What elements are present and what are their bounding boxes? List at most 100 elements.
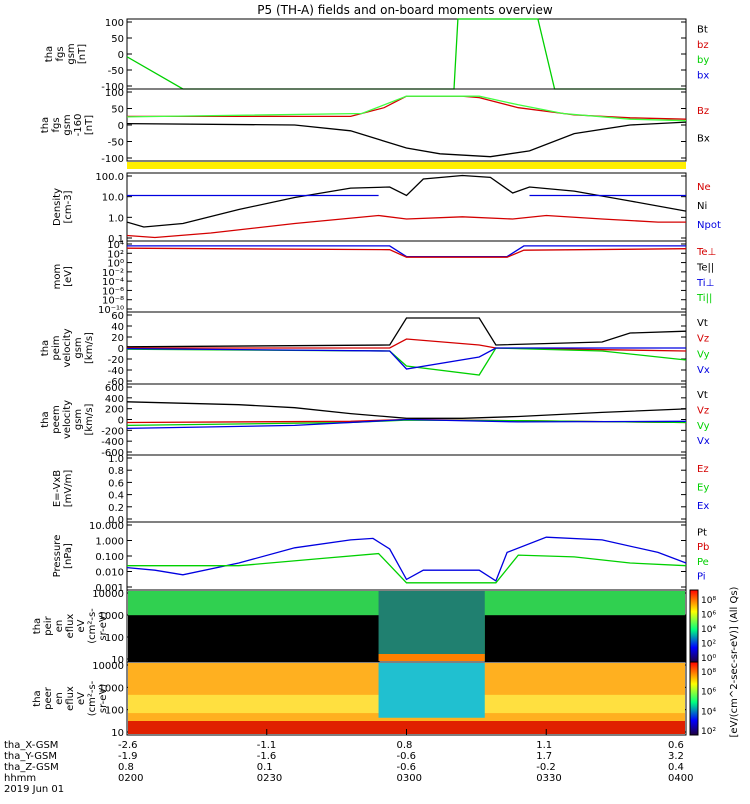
colorbar-tick-1-4: 10⁰ bbox=[701, 654, 716, 664]
ytick-label-6-2: 200 bbox=[105, 405, 124, 416]
xaxis-value-2-3: -0.2 bbox=[536, 762, 556, 773]
ytick-label-5-1: 40 bbox=[111, 322, 124, 333]
ylabel-4-1: [eV] bbox=[63, 266, 74, 287]
ylabel-2-0: tha bbox=[40, 117, 51, 133]
colorbar-2 bbox=[689, 661, 699, 736]
ytick-label-10-1: 1000 bbox=[99, 683, 124, 694]
ytick-label-7-2: 0.6 bbox=[108, 478, 124, 489]
legend-7-Ez: Ez bbox=[697, 464, 709, 475]
colorbar-tick-1-2: 10⁴ bbox=[701, 625, 716, 635]
legend-3-Ne: Ne bbox=[697, 182, 711, 193]
ytick-label-6-5: -400 bbox=[101, 437, 124, 448]
ytick-label-5-5: -40 bbox=[108, 366, 124, 377]
series-6-Vx-3 bbox=[126, 418, 687, 430]
ytick-label-4-6: 10⁻⁸ bbox=[102, 296, 124, 307]
ylabel-3-1: [cm-3] bbox=[63, 190, 74, 223]
panel-frame-7 bbox=[126, 454, 687, 523]
series-4-Ti-0 bbox=[127, 245, 686, 258]
ytick-label-8-1: 1.000 bbox=[95, 537, 124, 548]
ytick-label-1-0: 100 bbox=[105, 18, 124, 29]
ylabel-5-0: tha bbox=[40, 340, 51, 356]
ylabel-1-1: fgs bbox=[55, 46, 66, 61]
ylabel-7-1: [mV/m] bbox=[63, 470, 74, 508]
legend-5-Vx: Vx bbox=[697, 365, 710, 376]
panel-frame-2 bbox=[126, 88, 687, 162]
ytick-label-4-7: 10⁻¹⁰ bbox=[98, 305, 124, 316]
ytick-label-9-3: 10 bbox=[111, 655, 124, 666]
legend-2-Bz: Bz bbox=[697, 106, 709, 117]
ytick-label-6-4: -200 bbox=[101, 426, 124, 437]
series-2-Bx-2 bbox=[126, 121, 687, 158]
ylabel-9-3: eflux bbox=[65, 614, 76, 639]
ytick-label-5-0: 60 bbox=[111, 311, 124, 322]
ytick-label-10-3: 10 bbox=[111, 728, 124, 739]
ylabel-3-0: Density bbox=[52, 188, 63, 226]
ytick-label-2-2: 0 bbox=[118, 121, 124, 132]
legend-2-Bx: Bx bbox=[697, 134, 710, 145]
series-5-Vy-2 bbox=[126, 347, 687, 376]
xaxis-value-3-1: 0230 bbox=[257, 773, 282, 784]
ylabel-10-2: en bbox=[54, 692, 65, 705]
ytick-label-9-2: 100 bbox=[105, 633, 124, 644]
ylabel-4-0: mom bbox=[52, 264, 63, 290]
ytick-label-2-1: 50 bbox=[111, 105, 124, 116]
legend-3-Npot: Npot bbox=[697, 220, 721, 231]
ylabel-10-0: tha bbox=[32, 690, 43, 706]
xaxis-date: 2019 Jun 01 bbox=[4, 784, 64, 795]
ylabel-7-0: E=-VxB bbox=[52, 470, 63, 507]
legend-4-Te||: Te|| bbox=[696, 262, 714, 273]
legend-1-Bt: Bt bbox=[697, 25, 708, 36]
legend-8-Pe: Pe bbox=[697, 557, 709, 568]
legend-7-Ey: Ey bbox=[697, 482, 709, 493]
spectrogram-center-band bbox=[378, 591, 485, 661]
ytick-label-8-0: 10.000 bbox=[89, 521, 124, 532]
legend-7-Ex: Ex bbox=[697, 501, 709, 512]
ylabel-5-1: peim bbox=[51, 335, 62, 360]
legend-4-Ti⊥: Ti⊥ bbox=[696, 278, 714, 289]
xaxis-value-1-0: -1.9 bbox=[118, 751, 138, 762]
colorbar-tick-2-2: 10⁴ bbox=[701, 707, 716, 717]
spectrogram-low-energy-band bbox=[378, 654, 485, 661]
series-3-Ne-1 bbox=[126, 214, 686, 239]
ytick-label-8-4: 0.001 bbox=[95, 583, 124, 594]
ylabel-6-1: peem bbox=[51, 405, 62, 433]
ylabel-2-2: gsm bbox=[62, 114, 73, 135]
series-8-Pi-0 bbox=[126, 536, 687, 582]
legend-1-by: by bbox=[697, 55, 709, 66]
ytick-label-1-4: -100 bbox=[101, 82, 124, 93]
colorbar-label: [eV/(cm^2-sec-sr-eV)] (All Qs) bbox=[729, 586, 740, 737]
legend-8-Pi: Pi bbox=[697, 572, 706, 583]
ylabel-8-1: [nPa] bbox=[63, 543, 74, 569]
ytick-label-5-6: -60 bbox=[108, 377, 124, 388]
ytick-label-6-1: 400 bbox=[105, 394, 124, 405]
ylabel-10-5: (cm²-s- bbox=[87, 680, 98, 716]
ylabel-9-2: en bbox=[54, 620, 65, 633]
xaxis-row-label-1: tha_Y-GSM bbox=[4, 751, 57, 762]
legend-6-Vt: Vt bbox=[697, 390, 708, 401]
xaxis-value-3-2: 0300 bbox=[397, 773, 422, 784]
ylabel-1-2: gsm bbox=[66, 43, 77, 64]
ytick-label-2-3: -50 bbox=[108, 138, 124, 149]
ytick-label-4-3: 10⁻² bbox=[102, 268, 124, 279]
ylabel-10-6: sr-eV) bbox=[98, 684, 109, 713]
legend-6-Vx: Vx bbox=[697, 436, 710, 447]
ytick-label-4-1: 10² bbox=[107, 249, 124, 260]
ylabel-6-2: velocity bbox=[62, 400, 73, 439]
colorbar-tick-2-1: 10⁶ bbox=[701, 688, 716, 698]
legend-4-Ti||: Ti|| bbox=[696, 293, 712, 304]
ytick-label-7-0: 1.0 bbox=[108, 454, 124, 465]
xaxis-value-3-0: 0200 bbox=[118, 773, 143, 784]
ylabel-9-6: sr-eV) bbox=[98, 611, 109, 640]
legend-1-bx: bx bbox=[697, 70, 709, 81]
xaxis-value-2-4: 0.4 bbox=[668, 762, 684, 773]
ytick-label-1-2: 0 bbox=[118, 50, 124, 61]
ytick-label-7-5: 0.0 bbox=[108, 515, 124, 526]
ylabel-2-4: [nT] bbox=[84, 115, 95, 135]
xaxis-value-0-0: -2.6 bbox=[118, 740, 138, 751]
xaxis-row-label-2: tha_Z-GSM bbox=[4, 762, 59, 773]
ytick-label-8-3: 0.010 bbox=[95, 568, 124, 579]
legend-8-Pb: Pb bbox=[697, 542, 709, 553]
ytick-label-7-4: 0.2 bbox=[108, 503, 124, 514]
ylabel-6-3: gsm bbox=[73, 409, 84, 430]
